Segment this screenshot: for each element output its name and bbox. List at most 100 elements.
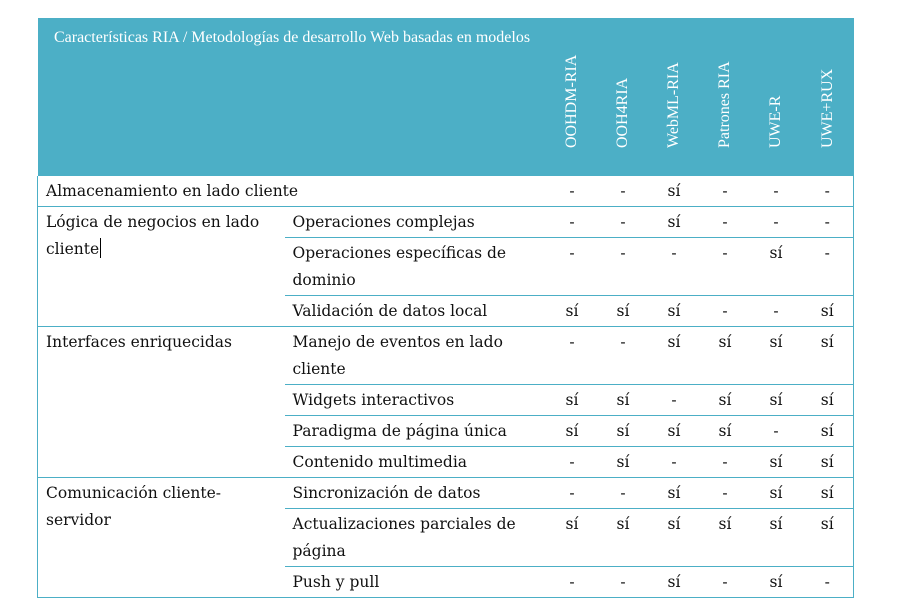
table-row: Validación de datos local sí sí sí - - sí xyxy=(38,295,855,327)
value-cell: sí xyxy=(801,446,855,478)
value-cell: - xyxy=(546,237,598,296)
category-cell: Almacenamiento en lado cliente xyxy=(36,176,547,207)
feature-cell: Sincronización de datos xyxy=(284,477,547,509)
table-row: Paradigma de página única sí sí sí sí - sí xyxy=(38,415,855,447)
value-cell: - xyxy=(699,237,751,296)
value-cell: sí xyxy=(699,508,751,567)
feature-cell: Manejo de eventos en lado cliente xyxy=(284,326,547,385)
value-cell: - xyxy=(750,415,802,447)
value-cell: - xyxy=(648,237,700,296)
value-cell: - xyxy=(546,206,598,238)
value-cell: sí xyxy=(699,326,751,385)
category-cell: Comunicación cliente-servidor xyxy=(37,477,285,598)
value-cell: sí xyxy=(801,326,855,385)
value-cell: - xyxy=(546,326,598,385)
value-cell: sí xyxy=(597,384,649,416)
value-cell: sí xyxy=(648,176,700,207)
text-cursor xyxy=(100,238,102,258)
table-row: Comunicación cliente-servidor Sincronizac… xyxy=(37,477,855,598)
comparison-table-frame: Características RIA / Metodologías de de… xyxy=(36,18,855,598)
value-cell: - xyxy=(597,176,649,207)
value-cell: - xyxy=(546,446,598,478)
value-cell: sí xyxy=(597,508,649,567)
value-cell: sí xyxy=(750,508,802,567)
value-cell: sí xyxy=(546,384,598,416)
header-row: Características RIA / Metodologías de de… xyxy=(37,18,854,176)
category-label: Comunicación cliente-servidor xyxy=(46,484,222,529)
value-cell: - xyxy=(699,477,751,509)
table-row: Actualizaciones parciales de página sí sí s… xyxy=(38,508,855,567)
ria-methodology-table: Características RIA / Metodologías de de… xyxy=(36,18,855,598)
value-cell: sí xyxy=(801,384,855,416)
value-cell: - xyxy=(597,206,649,238)
value-cell: - xyxy=(597,326,649,385)
value-cell: sí xyxy=(546,295,598,327)
value-cell: - xyxy=(801,566,855,598)
value-cell: - xyxy=(546,176,598,207)
value-cell: sí xyxy=(750,237,802,296)
value-cell: sí xyxy=(648,415,700,447)
value-cell: sí xyxy=(801,508,855,567)
category-label: Interfaces enriquecidas xyxy=(46,333,232,351)
value-cell: - xyxy=(648,384,700,416)
value-cell: sí xyxy=(597,295,649,327)
feature-cell: Actualizaciones parciales de página xyxy=(284,508,547,567)
value-cell: sí xyxy=(750,384,802,416)
value-cell: sí xyxy=(801,295,855,327)
value-cell: sí xyxy=(750,326,802,385)
value-cell: sí xyxy=(648,477,700,509)
table-row: Contenido multimedia - sí - - sí sí xyxy=(38,446,855,478)
value-cell: sí xyxy=(801,415,855,447)
feature-cell: Widgets interactivos xyxy=(284,384,547,416)
value-cell: - xyxy=(699,206,751,238)
method-header-uwe-rux: UWE+RUX xyxy=(801,18,854,176)
method-header-webml-ria: WebML-RIA xyxy=(648,18,700,176)
table-row: Interfaces enriquecidas Manejo de eventos… xyxy=(37,326,855,478)
value-cell: - xyxy=(699,295,751,327)
value-cell: - xyxy=(750,176,802,207)
value-cell: - xyxy=(801,237,855,296)
method-header-oohdm-ria: OOHDM-RIA xyxy=(546,18,598,176)
value-cell: - xyxy=(597,566,649,598)
value-cell: - xyxy=(546,477,598,509)
feature-cell: Operaciones complejas xyxy=(284,206,547,238)
value-cell: sí xyxy=(699,415,751,447)
value-cell: sí xyxy=(597,446,649,478)
table-row: Operaciones específicas de dominio - - - - sí… xyxy=(38,237,855,296)
feature-cell: Push y pull xyxy=(284,566,547,598)
value-cell: - xyxy=(648,446,700,478)
value-cell: sí xyxy=(648,566,700,598)
value-cell: - xyxy=(801,176,855,207)
value-cell: sí xyxy=(750,446,802,478)
method-header-ooh4ria: OOH4RIA xyxy=(597,18,649,176)
value-cell: - xyxy=(597,477,649,509)
table-row: Push y pull - - sí - sí - xyxy=(38,566,855,598)
value-cell: - xyxy=(750,206,802,238)
value-cell: sí xyxy=(648,206,700,238)
value-cell: sí xyxy=(750,477,802,509)
table-row: Widgets interactivos sí sí - sí sí sí xyxy=(38,384,855,416)
method-header-uwe-r: UWE-R xyxy=(750,18,802,176)
value-cell: - xyxy=(750,295,802,327)
feature-cell: Paradigma de página única xyxy=(284,415,547,447)
category-label: Almacenamiento en lado cliente xyxy=(46,182,299,200)
feature-cell: Contenido multimedia xyxy=(284,446,547,478)
value-cell: - xyxy=(699,446,751,478)
value-cell: sí xyxy=(699,384,751,416)
method-header-patrones-ria: Patrones RIA xyxy=(699,18,751,176)
value-cell: sí xyxy=(648,295,700,327)
feature-cell: Operaciones específicas de dominio xyxy=(284,237,547,296)
value-cell: sí xyxy=(597,415,649,447)
value-cell: - xyxy=(801,206,855,238)
table-row: Lógica de negocios en lado cliente Operac… xyxy=(37,206,855,327)
value-cell: sí xyxy=(546,508,598,567)
header-title: Características RIA / Metodologías de de… xyxy=(37,18,547,176)
value-cell: - xyxy=(597,237,649,296)
value-cell: sí xyxy=(648,508,700,567)
value-cell: sí xyxy=(801,477,855,509)
category-cell: Interfaces enriquecidas xyxy=(37,326,285,478)
value-cell: sí xyxy=(546,415,598,447)
category-label: Lógica de negocios en lado cliente xyxy=(46,213,260,258)
category-cell: Lógica de negocios en lado cliente xyxy=(37,206,285,327)
value-cell: - xyxy=(546,566,598,598)
